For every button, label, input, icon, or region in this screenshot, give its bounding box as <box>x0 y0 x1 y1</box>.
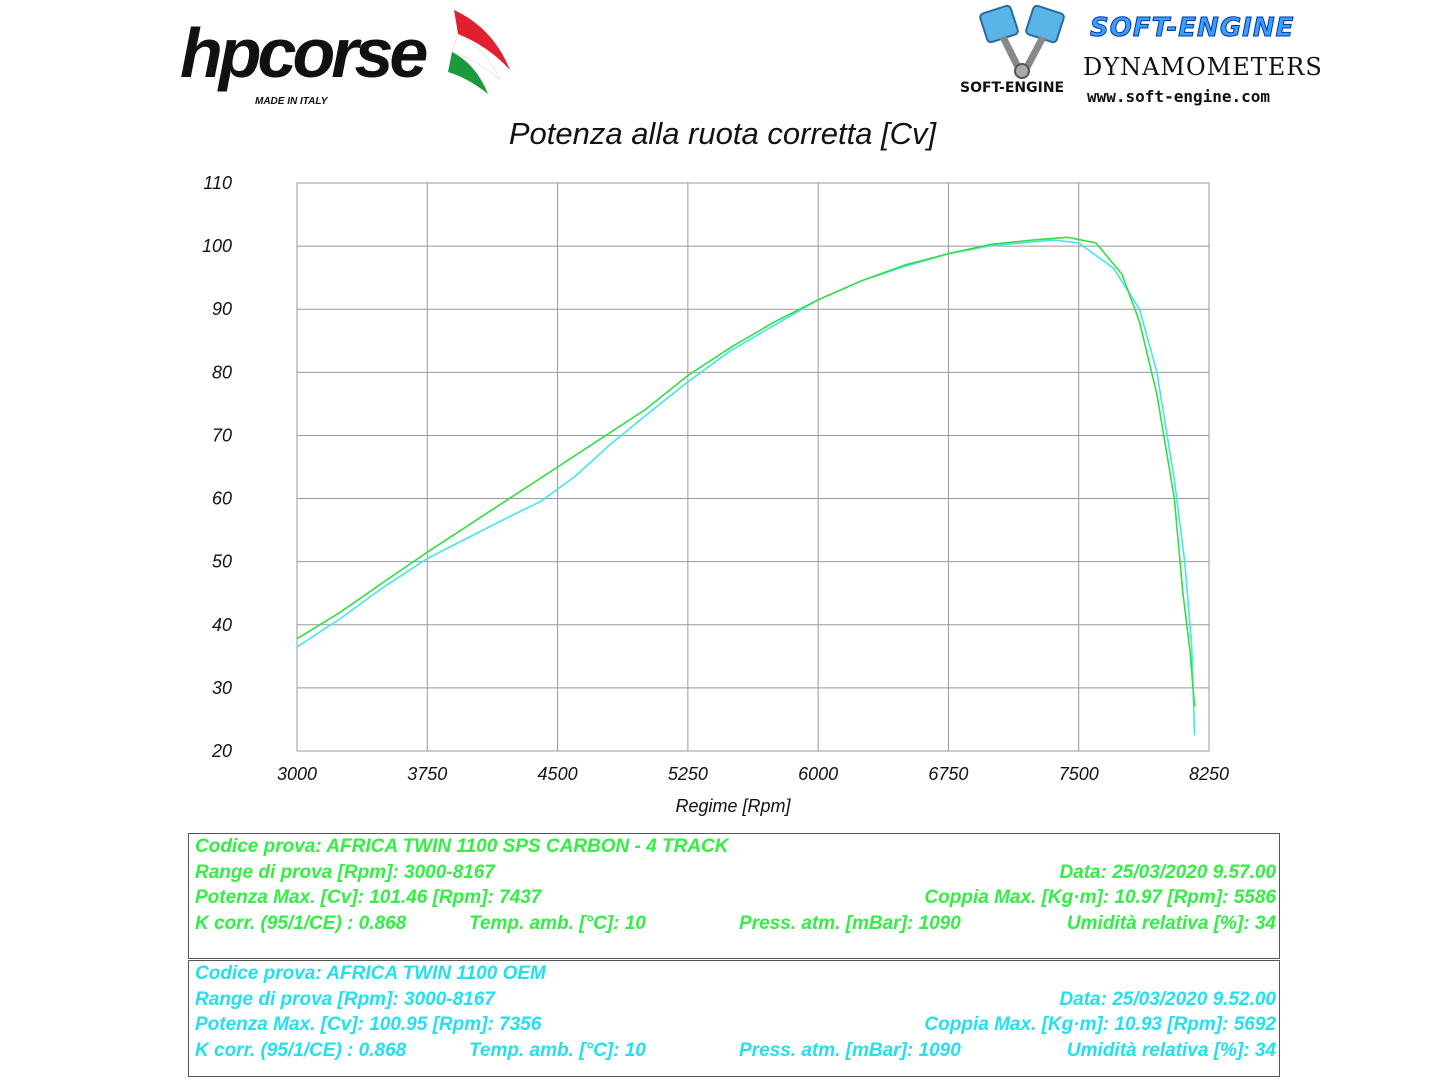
soft-engine-dynamometers: DYNAMOMETERS <box>1083 53 1323 81</box>
x-tick-label: 6750 <box>928 764 968 784</box>
test-info-oem: Codice prova: AFRICA TWIN 1100 OEM Range… <box>188 960 1280 1077</box>
test-row-power: Potenza Max. [Cv]: 100.95 [Rpm]: 7356 Co… <box>189 1012 1279 1038</box>
y-tick-label: 90 <box>212 299 232 319</box>
chart-ticks: 3000 3750 4500 5250 6000 6750 7500 8250 20 30 40 50… <box>202 173 1229 784</box>
series-line <box>296 239 1196 736</box>
test-row-range: Range di prova [Rpm]: 3000-8167 Data: 25… <box>189 860 1279 886</box>
test-row-conditions: K corr. (95/1/CE) : 0.868 Temp. amb. [°C… <box>189 911 1279 937</box>
test-pressure: Press. atm. [mBar]: 1090 <box>739 1039 961 1061</box>
test-row-power: Potenza Max. [Cv]: 101.46 [Rpm]: 7437 Co… <box>189 885 1279 911</box>
x-tick-label: 4500 <box>538 764 578 784</box>
test-code: Codice prova: AFRICA TWIN 1100 OEM <box>195 963 546 984</box>
test-row-conditions: K corr. (95/1/CE) : 0.868 Temp. amb. [°C… <box>189 1038 1279 1064</box>
test-k-corr: K corr. (95/1/CE) : 0.868 <box>195 1039 407 1061</box>
chart-lines <box>296 236 1196 736</box>
soft-engine-website: www.soft-engine.com <box>1087 87 1271 106</box>
test-row-code: Codice prova: AFRICA TWIN 1100 SPS CARBO… <box>189 834 1279 860</box>
test-max-power: Potenza Max. [Cv]: 100.95 [Rpm]: 7356 <box>195 1014 542 1035</box>
x-axis-label: Regime [Rpm] <box>675 796 791 816</box>
test-temp: Temp. amb. [°C]: 10 <box>469 912 646 934</box>
y-tick-label: 100 <box>202 236 232 256</box>
plot-frame <box>296 182 1210 752</box>
test-pressure: Press. atm. [mBar]: 1090 <box>739 912 961 934</box>
test-max-torque: Coppia Max. [Kg·m]: 10.93 [Rpm]: 5692 <box>924 1014 1276 1035</box>
x-tick-label: 8250 <box>1189 764 1229 784</box>
x-tick-label: 3000 <box>277 764 317 784</box>
soft-engine-small-text: SOFT-ENGINE <box>960 80 1065 96</box>
x-tick-label: 5250 <box>668 764 708 784</box>
hpcorse-brand-text: hpcorse <box>180 14 428 92</box>
soft-engine-brand: SOFT-ENGINE <box>1089 13 1295 44</box>
soft-engine-logo: SOFT-ENGINE DYNAMOMETERS SOFT-ENGINE www… <box>955 5 1322 115</box>
y-tick-label: 50 <box>212 552 232 572</box>
test-max-power: Potenza Max. [Cv]: 101.46 [Rpm]: 7437 <box>195 887 542 908</box>
chart-grid <box>296 182 1210 752</box>
italian-flag-swoosh-icon <box>448 10 510 94</box>
test-k-corr: K corr. (95/1/CE) : 0.868 <box>195 912 407 934</box>
y-tick-label: 110 <box>203 173 232 193</box>
test-date: Data: 25/03/2020 9.57.00 <box>1059 861 1276 883</box>
y-tick-label: 80 <box>212 362 232 382</box>
test-temp: Temp. amb. [°C]: 10 <box>469 1039 646 1061</box>
hpcorse-logo: hpcorse MADE IN ITALY <box>180 8 520 113</box>
test-code: Codice prova: AFRICA TWIN 1100 SPS CARBO… <box>195 836 729 857</box>
chart-title: Potenza alla ruota corretta [Cv] <box>508 116 937 151</box>
x-tick-label: 6000 <box>798 764 838 784</box>
test-range: Range di prova [Rpm]: 3000-8167 <box>195 988 495 1010</box>
test-info-sps-carbon: Codice prova: AFRICA TWIN 1100 SPS CARBO… <box>188 833 1280 959</box>
test-range: Range di prova [Rpm]: 3000-8167 <box>195 861 495 883</box>
test-humidity: Umidità relativa [%]: 34 <box>1066 912 1276 934</box>
test-row-range: Range di prova [Rpm]: 3000-8167 Data: 25… <box>189 987 1279 1013</box>
test-date: Data: 25/03/2020 9.52.00 <box>1059 988 1276 1010</box>
y-tick-label: 30 <box>212 678 232 698</box>
y-tick-label: 70 <box>212 425 232 445</box>
hpcorse-made-in-italy: MADE IN ITALY <box>255 96 328 107</box>
test-max-torque: Coppia Max. [Kg·m]: 10.97 [Rpm]: 5586 <box>924 887 1276 908</box>
y-tick-label: 60 <box>212 489 232 509</box>
x-tick-label: 3750 <box>407 764 447 784</box>
test-row-code: Codice prova: AFRICA TWIN 1100 OEM <box>189 961 1279 987</box>
power-chart: 3000 3750 4500 5250 6000 6750 7500 8250 20 30 40 50… <box>202 173 1229 816</box>
y-tick-label: 20 <box>211 741 232 761</box>
pistons-icon <box>979 5 1065 79</box>
y-tick-label: 40 <box>212 615 232 635</box>
x-tick-label: 7500 <box>1059 764 1099 784</box>
series-line <box>296 236 1196 707</box>
test-humidity: Umidità relativa [%]: 34 <box>1066 1039 1276 1061</box>
